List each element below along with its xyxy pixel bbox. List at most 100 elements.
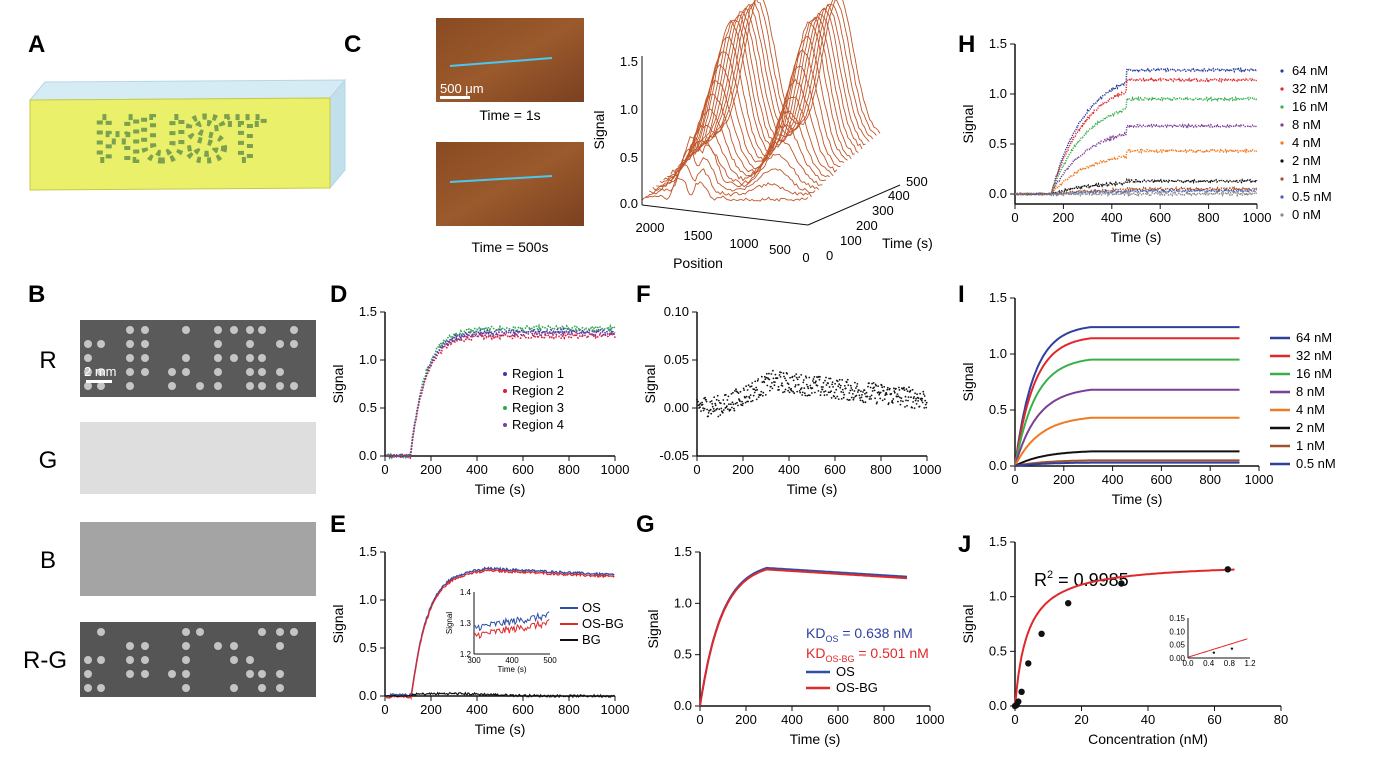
waterfall-trace	[699, 7, 866, 148]
data-point	[922, 393, 925, 395]
spot	[214, 354, 222, 362]
data-point	[861, 399, 864, 402]
spot	[214, 368, 222, 376]
inset-x-tick: 0.0	[1182, 659, 1194, 668]
data-point	[874, 397, 876, 400]
data-point	[843, 385, 846, 387]
data-point	[827, 391, 830, 394]
data-point	[790, 387, 792, 390]
data-point	[720, 407, 723, 410]
spot	[258, 368, 266, 376]
data-point	[795, 373, 798, 375]
data-point	[886, 386, 889, 389]
data-point	[734, 390, 736, 392]
waterfall-trace	[663, 108, 830, 180]
data-point	[910, 396, 912, 399]
strip-label-b: B	[40, 547, 56, 574]
panel-label-e: E	[330, 511, 346, 538]
data-point	[777, 385, 780, 388]
data-point	[741, 400, 743, 403]
data-point	[814, 391, 816, 394]
legend-marker	[1280, 213, 1284, 217]
data-point	[915, 397, 917, 400]
data-point	[701, 403, 704, 406]
inset-x-title: Time (s)	[497, 665, 526, 674]
c-zlabel: Time (s)	[882, 235, 933, 251]
data-point	[906, 404, 908, 407]
data-point	[918, 405, 921, 408]
inset-y-tick: 0.00	[1169, 654, 1185, 663]
spot	[258, 670, 266, 678]
data-point	[739, 390, 742, 393]
data-point	[825, 384, 828, 386]
panel-label-h: H	[958, 31, 975, 58]
data-point	[896, 393, 899, 395]
data-point	[781, 385, 784, 387]
data-point	[836, 395, 839, 398]
data-point	[822, 386, 824, 388]
data-point	[890, 392, 893, 395]
data-point	[772, 369, 774, 372]
inset-x-tick: 0.4	[1203, 659, 1215, 668]
x-tick-label: 200	[732, 462, 754, 477]
data-point	[883, 385, 886, 388]
spot	[214, 340, 222, 348]
series-64-nM	[1014, 66, 1258, 196]
y-tick-label: 1.0	[359, 352, 377, 367]
x-tick-label: 800	[870, 462, 892, 477]
data-point	[795, 376, 798, 379]
data-point	[784, 377, 786, 380]
x-tick-label: 0	[696, 712, 703, 727]
data-point	[763, 381, 766, 384]
x-tick-label: 600	[1149, 210, 1171, 225]
legend-marker	[503, 406, 507, 410]
data-point	[860, 396, 863, 399]
spot	[276, 382, 284, 390]
data-point	[757, 396, 760, 398]
x-axis-title: Time (s)	[1111, 229, 1162, 245]
data-point	[811, 387, 814, 389]
data-point	[856, 385, 858, 388]
y-tick-label: 0.0	[989, 458, 1007, 473]
legend-marker	[1280, 105, 1284, 109]
legend-label: 8 nM	[1296, 384, 1325, 399]
spot	[141, 326, 149, 334]
legend-label: OS-BG	[836, 680, 878, 695]
x-tick-label: 0	[1011, 712, 1018, 727]
y-tick-label: 0.0	[359, 448, 377, 463]
spot	[246, 382, 254, 390]
spot	[258, 382, 266, 390]
spot	[214, 326, 222, 334]
spot	[290, 382, 298, 390]
data-point	[871, 382, 873, 385]
panel-label-f: F	[636, 281, 651, 308]
spot	[258, 684, 266, 692]
data-point	[803, 392, 806, 395]
data-point	[830, 390, 832, 393]
inset-x-tick: 0.8	[1224, 659, 1236, 668]
legend-marker	[1280, 159, 1284, 163]
legend-label: 1 nM	[1292, 171, 1321, 186]
y-tick-label: 0.0	[989, 698, 1007, 713]
data-point	[729, 409, 732, 411]
waterfall-trace	[648, 148, 816, 195]
chart-h: 0 200 400 600 800 1000 0.0 0.5 1.0 1.5 Time (s) Sig…	[960, 36, 1332, 245]
data-point	[1025, 660, 1032, 667]
y-tick-label: 1.5	[989, 290, 1007, 305]
data-point	[887, 402, 890, 404]
data-point	[772, 377, 775, 380]
data-point	[869, 386, 872, 389]
data-point	[820, 391, 822, 393]
data-point	[834, 397, 837, 400]
c-xtick: 1000	[730, 236, 759, 251]
x-tick-label: 600	[827, 712, 849, 727]
data-point	[875, 402, 878, 405]
data-point	[911, 388, 914, 391]
data-point	[727, 395, 730, 398]
data-point	[836, 380, 839, 383]
spot	[246, 326, 254, 334]
data-point	[907, 399, 909, 402]
data-point	[916, 393, 918, 396]
y-tick-label: 0.5	[989, 643, 1007, 658]
data-point	[897, 395, 900, 398]
